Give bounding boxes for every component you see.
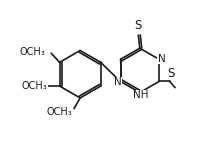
- Text: NH: NH: [133, 90, 148, 100]
- Text: S: S: [135, 19, 142, 32]
- Text: N: N: [158, 54, 166, 63]
- Text: OCH₃: OCH₃: [19, 47, 45, 57]
- Text: N: N: [114, 77, 122, 87]
- Text: OCH₃: OCH₃: [21, 81, 47, 91]
- Text: OCH₃: OCH₃: [47, 107, 72, 117]
- Text: S: S: [167, 67, 175, 80]
